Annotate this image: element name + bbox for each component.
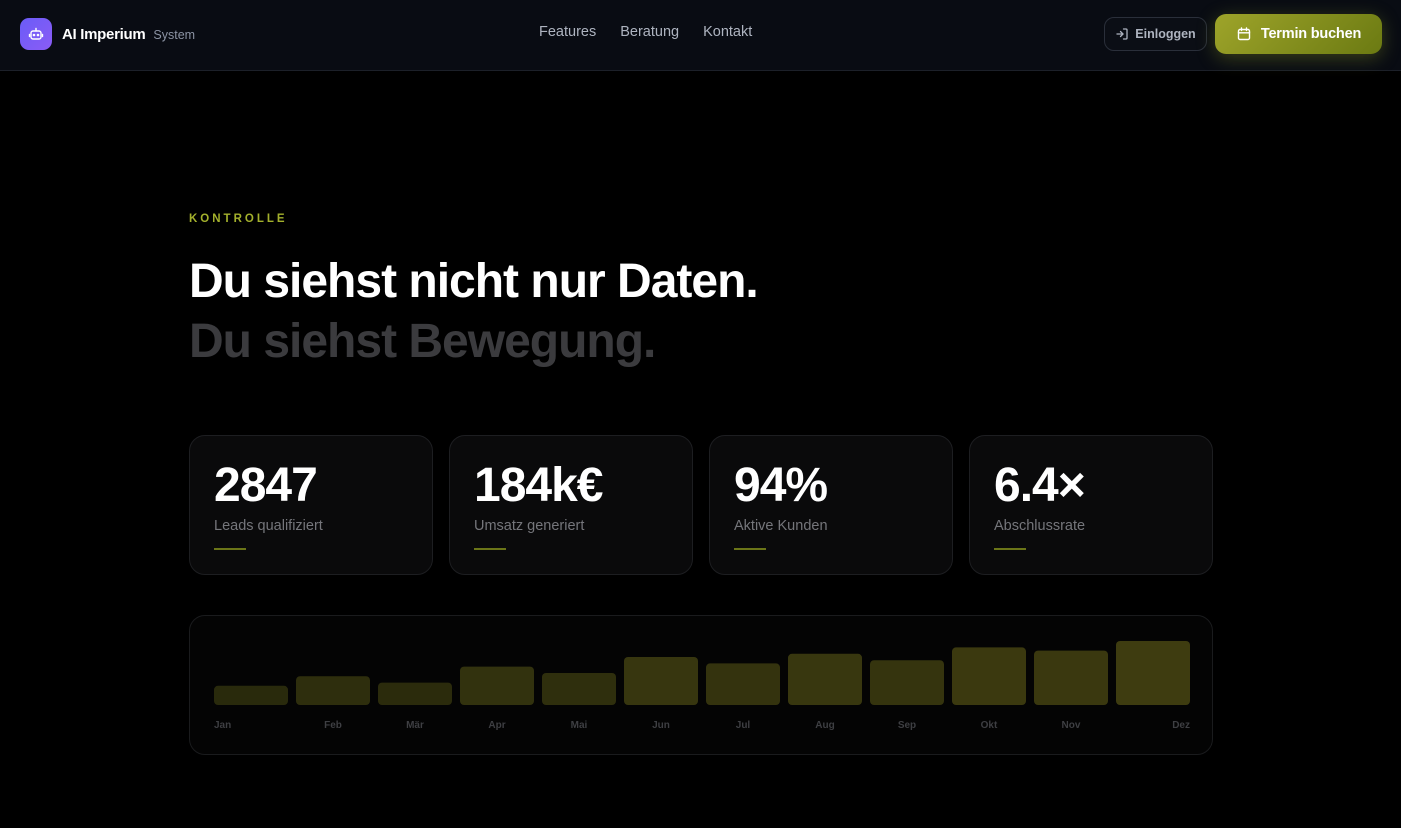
chart-tick-label: Jan <box>214 720 231 731</box>
stat-card-closing-rate: 6.4× Abschlussrate <box>969 435 1213 575</box>
chart-tick-label: Nov <box>1062 720 1081 731</box>
chart-tick-label: Sep <box>898 720 916 731</box>
brand[interactable]: AI Imperium System <box>20 18 195 50</box>
chart-bar-jun <box>624 657 698 705</box>
chart-bar-sep <box>870 660 944 705</box>
chart-bar-dez <box>1116 641 1190 705</box>
chart-tick-label: Aug <box>815 720 834 731</box>
chart-bar-apr <box>460 666 534 705</box>
brand-subtitle: System <box>153 28 196 42</box>
stat-accent-line <box>734 548 766 550</box>
stats-row: 2847 Leads qualifiziert 184k€ Umsatz gen… <box>189 435 1213 575</box>
top-navbar: AI Imperium System Features Beratung Kon… <box>0 0 1401 71</box>
chart-bar-mär <box>378 682 452 705</box>
book-appointment-button[interactable]: Termin buchen <box>1215 14 1382 54</box>
headline-secondary: Du siehst Bewegung. <box>189 315 656 368</box>
chart-tick-label: Mär <box>406 720 424 731</box>
chart-tick-label: Jul <box>736 720 751 731</box>
stat-card-revenue: 184k€ Umsatz generiert <box>449 435 693 575</box>
nav-beratung[interactable]: Beratung <box>620 24 680 40</box>
section-eyebrow: KONTROLLE <box>189 213 288 225</box>
login-arrow-icon <box>1115 27 1129 41</box>
stat-label: Abschlussrate <box>994 518 1086 534</box>
stat-accent-line <box>474 548 506 550</box>
stat-label: Leads qualifiziert <box>214 518 323 534</box>
login-button[interactable]: Einloggen <box>1104 17 1207 51</box>
login-label: Einloggen <box>1135 27 1196 41</box>
chart-tick-label: Feb <box>324 720 342 731</box>
headline-primary: Du siehst nicht nur Daten. <box>189 255 759 308</box>
stat-card-customers: 94% Aktive Kunden <box>709 435 953 575</box>
calendar-icon <box>1236 26 1252 42</box>
stat-value: 2847 <box>214 459 318 512</box>
chart-tick-label: Jun <box>652 720 670 731</box>
stat-accent-line <box>994 548 1026 550</box>
stat-accent-line <box>214 548 246 550</box>
book-label: Termin buchen <box>1260 26 1362 42</box>
stat-value: 6.4× <box>994 459 1086 512</box>
chart-bar-feb <box>296 676 370 705</box>
chart-tick-label: Okt <box>981 720 998 731</box>
robot-icon <box>20 18 52 50</box>
chart-bar-mai <box>542 673 616 705</box>
bar-chart-svg: Jan Feb Mär Apr Mai Jun Jul Aug Sep Okt Nov Dez <box>214 641 1190 731</box>
chart-bar-jan <box>214 685 288 705</box>
chart-tick-label: Mai <box>571 720 588 731</box>
nav-features[interactable]: Features <box>539 24 597 40</box>
chart-bar-jul <box>706 663 780 705</box>
brand-name: AI Imperium <box>62 25 146 43</box>
stat-card-leads: 2847 Leads qualifiziert <box>189 435 433 575</box>
chart-bar-aug <box>788 653 862 705</box>
stat-value: 94% <box>734 459 828 512</box>
chart-tick-label: Apr <box>488 720 505 731</box>
stat-label: Umsatz generiert <box>474 518 585 534</box>
chart-tick-label: Dez <box>1172 720 1190 731</box>
stat-value: 184k€ <box>474 459 603 512</box>
stat-label: Aktive Kunden <box>734 518 828 534</box>
monthly-bar-chart: Jan Feb Mär Apr Mai Jun Jul Aug Sep Okt Nov Dez <box>189 615 1213 755</box>
chart-bar-okt <box>952 647 1026 705</box>
nav-kontakt[interactable]: Kontakt <box>703 24 753 40</box>
chart-bar-nov <box>1034 650 1108 705</box>
